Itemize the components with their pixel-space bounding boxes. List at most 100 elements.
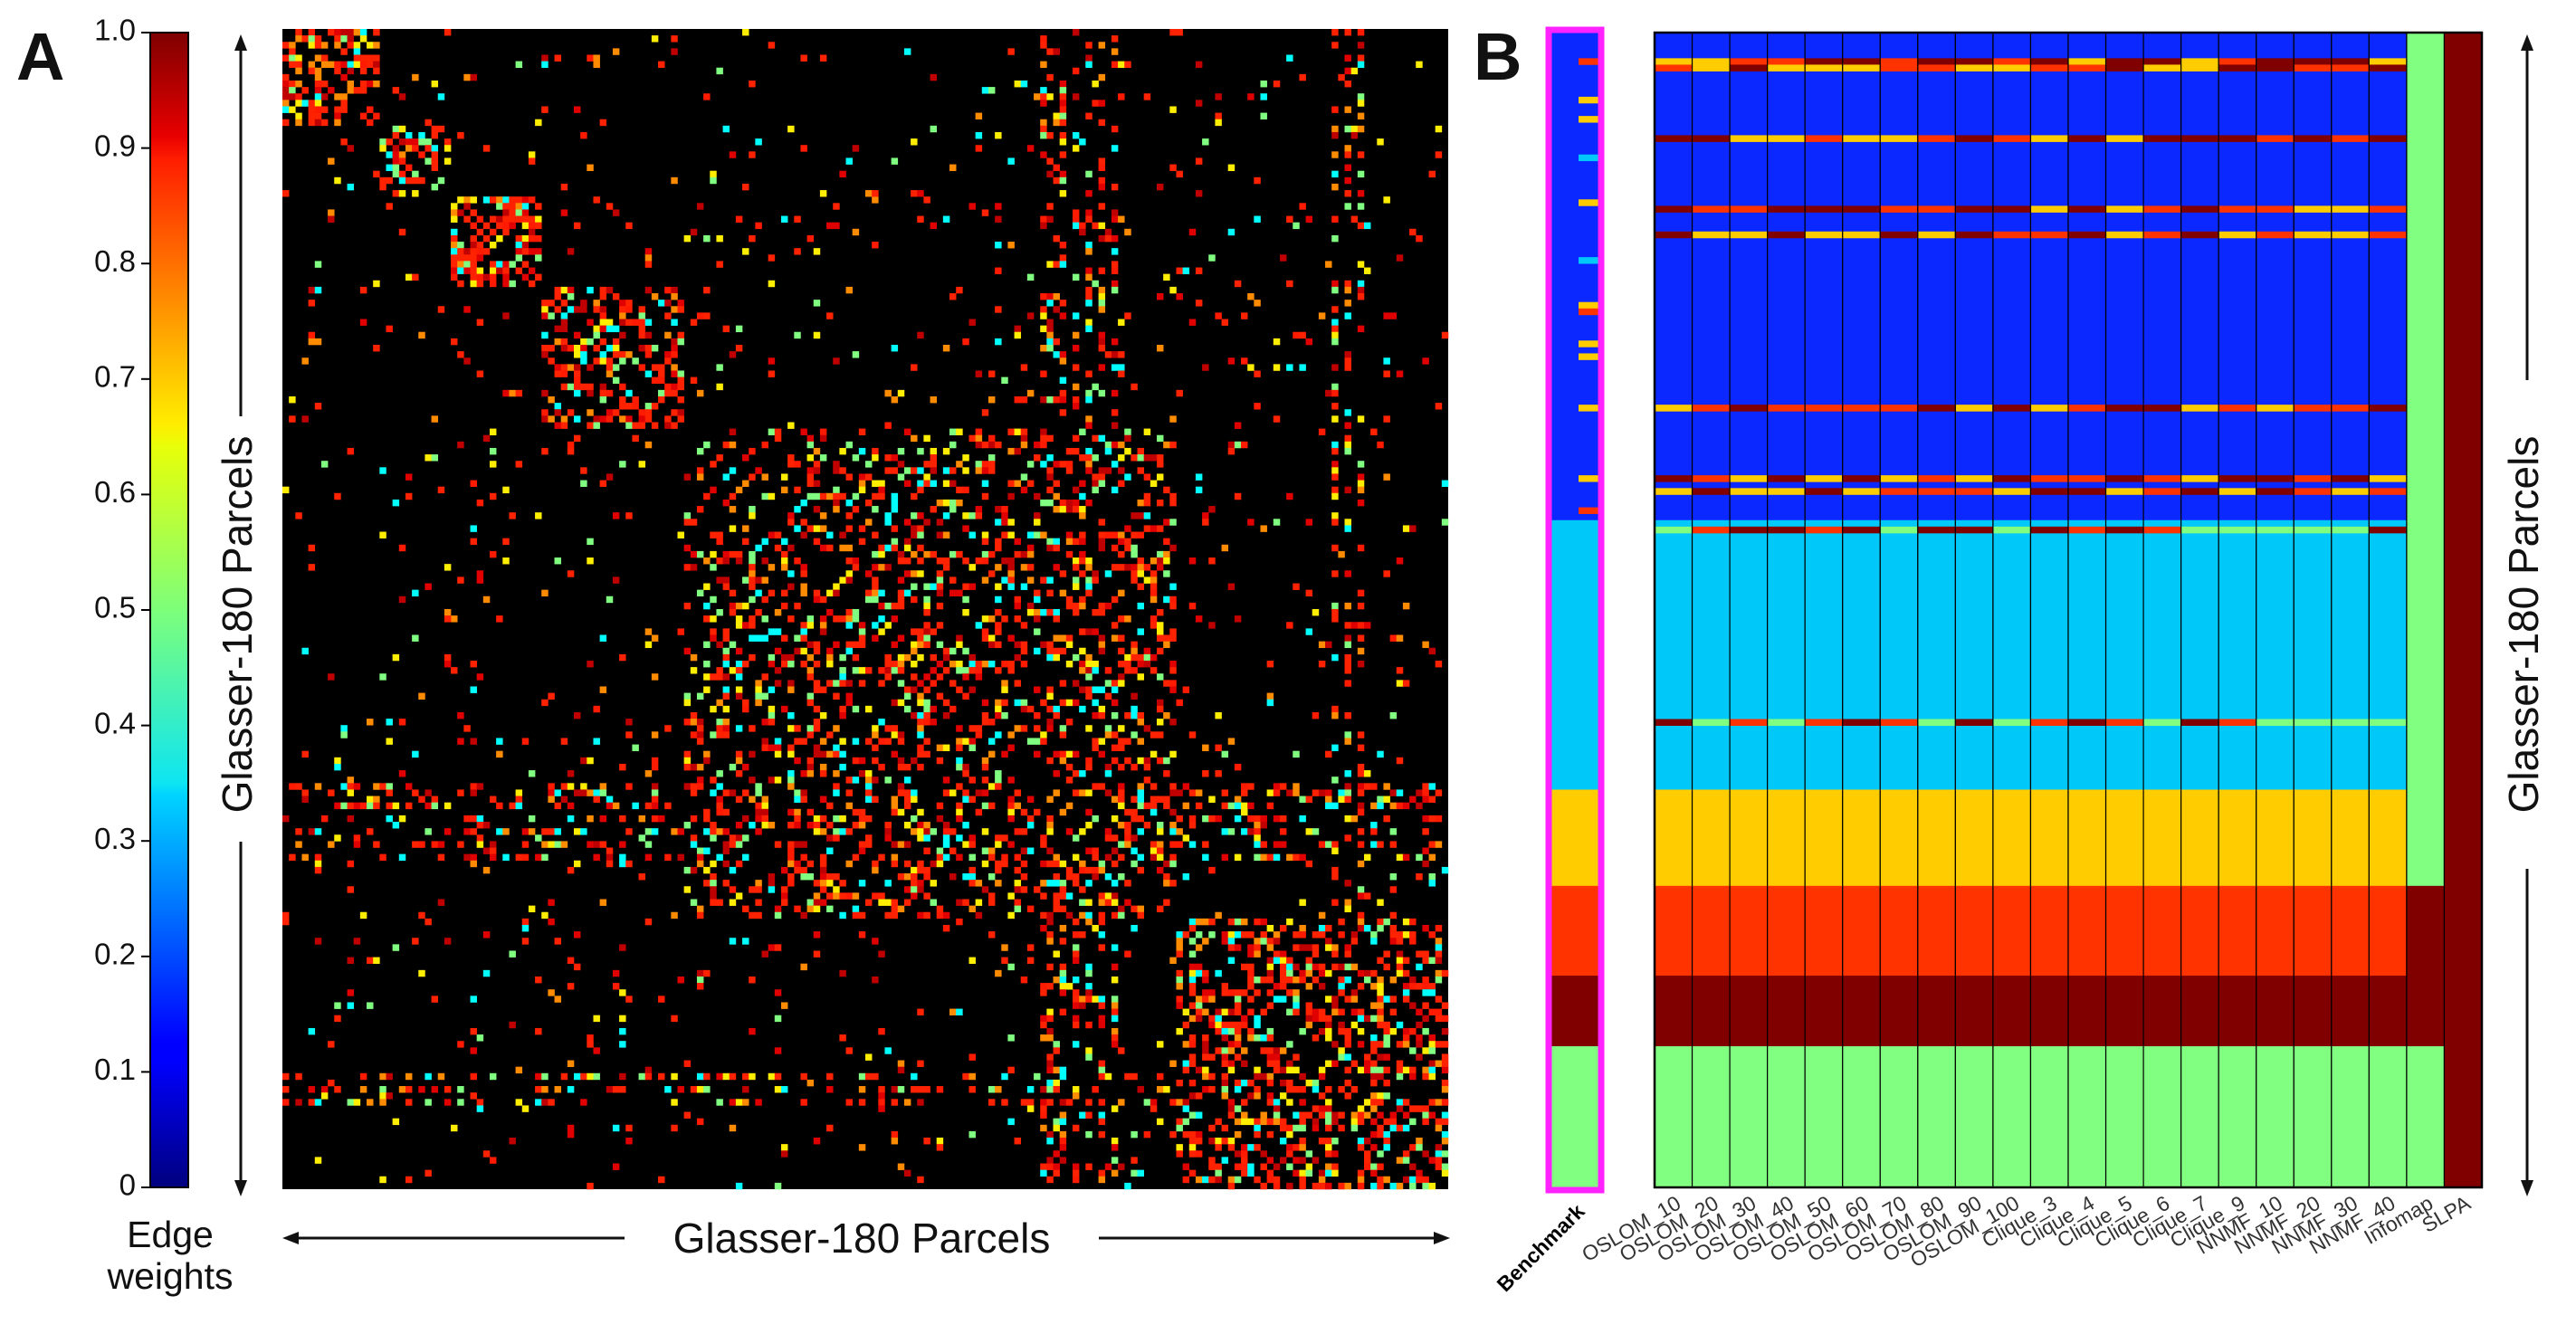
matrix-cell [1111, 1144, 1119, 1151]
matrix-cell [1176, 950, 1183, 958]
matrix-cell [1293, 789, 1300, 796]
matrix-cell [1046, 1034, 1054, 1042]
matrix-cell [1040, 1021, 1047, 1029]
matrix-cell [1124, 711, 1131, 719]
matrix-cell [987, 441, 996, 449]
matrix-cell [749, 615, 756, 623]
matrix-cell [1079, 1111, 1086, 1119]
matrix-cell [1188, 1130, 1197, 1139]
matrix-cell [878, 486, 885, 494]
matrix-cell [1085, 583, 1092, 590]
matrix-cell [1065, 866, 1073, 874]
matrix-cell [1370, 802, 1378, 810]
matrix-cell [554, 938, 561, 945]
matrix-cell [1254, 944, 1261, 951]
matrix-cell [956, 815, 963, 823]
matrix-cell [1007, 777, 1015, 784]
matrix-cell [1157, 1041, 1164, 1048]
matrix-cell [1040, 42, 1047, 49]
matrix-cell [1098, 286, 1106, 294]
matrix-cell [1215, 119, 1222, 127]
matrix-cell [1312, 1118, 1320, 1126]
matrix-cell [729, 667, 737, 674]
matrix-cell [599, 686, 607, 693]
method-cell [1992, 526, 2031, 534]
matrix-cell [1357, 918, 1365, 926]
matrix-cell [418, 151, 425, 158]
matrix-cell [1098, 73, 1106, 81]
matrix-cell [1331, 131, 1339, 139]
matrix-cell [658, 364, 665, 371]
matrix-cell [625, 306, 633, 313]
method-cell [1917, 58, 1956, 65]
matrix-cell [328, 673, 335, 681]
matrix-cell [1065, 911, 1073, 920]
matrix-cell [470, 1092, 477, 1100]
matrix-cell [716, 725, 723, 732]
matrix-cell [872, 892, 879, 900]
matrix-cell [995, 699, 1002, 707]
matrix-cell [1007, 157, 1015, 165]
method-cell [1955, 719, 1994, 726]
matrix-cell [962, 796, 969, 803]
matrix-cell [774, 531, 782, 538]
matrix-cell [1053, 544, 1060, 552]
matrix-cell [787, 544, 795, 552]
matrix-cell [1396, 1021, 1404, 1029]
matrix-cell [1293, 331, 1300, 339]
matrix-cell [1266, 789, 1274, 796]
matrix-cell [780, 550, 788, 558]
matrix-cell [1377, 996, 1384, 1003]
matrix-cell [1208, 989, 1216, 996]
method-cell [2256, 488, 2295, 495]
matrix-cell [749, 583, 756, 590]
matrix-cell [521, 918, 530, 926]
method-cell [2068, 58, 2106, 65]
matrix-cell [1065, 499, 1073, 507]
matrix-cell [541, 828, 549, 835]
colorbar-tick-label: 0.1 [94, 1053, 136, 1086]
matrix-cell [787, 770, 795, 777]
method-community-block [2218, 33, 2257, 521]
matrix-cell [903, 480, 911, 487]
method-community-block [2105, 33, 2144, 521]
matrix-cell [917, 544, 924, 552]
matrix-cell [1169, 29, 1177, 36]
matrix-cell [1202, 969, 1209, 977]
matrix-cell [1188, 938, 1197, 945]
matrix-cell [1131, 550, 1138, 558]
matrix-cell [1040, 312, 1047, 319]
matrix-cell [1435, 841, 1443, 848]
matrix-cell [981, 628, 989, 635]
matrix-cell [1034, 609, 1041, 616]
matrix-cell [1318, 983, 1326, 990]
colorbar-gradient [149, 32, 189, 1188]
matrix-cell [768, 711, 776, 719]
matrix-cell [1299, 1144, 1306, 1151]
matrix-cell [981, 847, 989, 854]
matrix-cell [664, 383, 672, 391]
matrix-cell [1331, 615, 1339, 623]
matrix-cell [347, 789, 355, 796]
matrix-cell [703, 312, 711, 319]
matrix-cell [956, 725, 963, 732]
matrix-cell [911, 190, 918, 197]
matrix-cell [392, 190, 400, 197]
matrix-cell [1279, 996, 1287, 1003]
matrix-cell [703, 847, 711, 854]
matrix-cell [644, 261, 653, 268]
matrix-cell [735, 602, 743, 610]
matrix-cell [644, 351, 653, 358]
method-community-block [2331, 789, 2370, 887]
matrix-cell [1137, 660, 1144, 668]
matrix-cell [1059, 87, 1067, 94]
matrix-cell [1305, 1169, 1313, 1177]
matrix-cell [1150, 667, 1158, 674]
matrix-cell [968, 744, 976, 751]
matrix-cell [1085, 422, 1092, 429]
matrix-cell [567, 409, 575, 416]
matrix-cell [1020, 364, 1028, 371]
method-cell [1805, 488, 1844, 495]
matrix-cell [1293, 1157, 1300, 1164]
matrix-cell [787, 860, 795, 868]
